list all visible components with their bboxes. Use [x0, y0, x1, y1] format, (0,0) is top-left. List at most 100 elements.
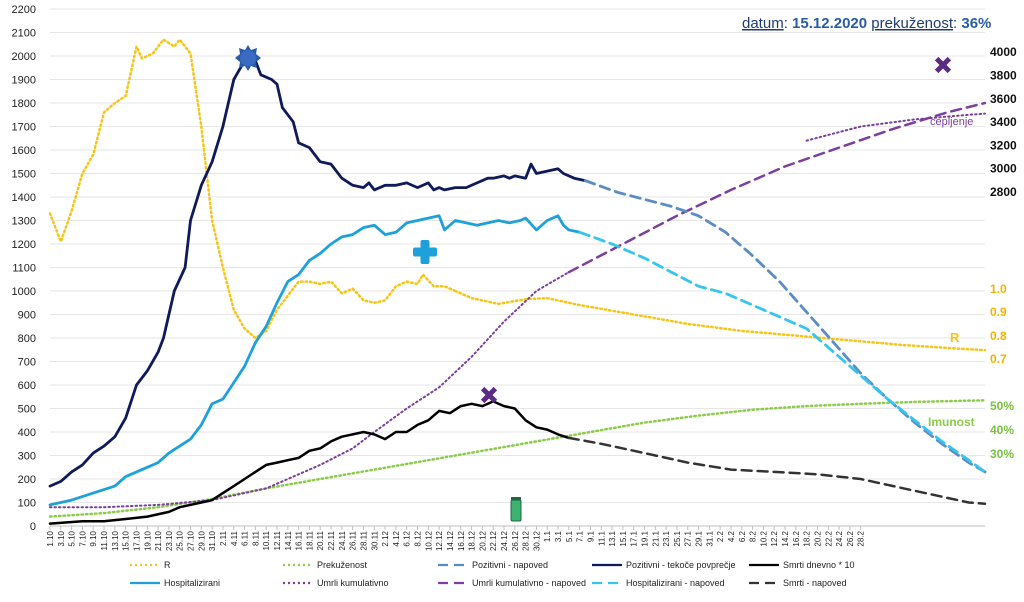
left-tick-label: 1600 — [12, 145, 36, 157]
immunity-header-value: 36% — [961, 15, 991, 32]
x-tick-label: 23.10 — [165, 530, 174, 551]
legend-label: Umrli kumulativno — [317, 578, 389, 588]
series-umrli-kumulativno-napoved — [567, 101, 987, 274]
right-tick-positive: 3000 — [990, 162, 1017, 176]
left-tick-label: 2000 — [12, 51, 36, 63]
left-tick-label: 1900 — [12, 75, 36, 87]
series-pozitivni-teko-e-povpre-je — [48, 57, 587, 488]
left-tick-label: 2200 — [12, 4, 36, 16]
x-tick-label: 30.12 — [532, 530, 541, 551]
x-tick-label: 1.10 — [46, 530, 55, 546]
x-tick-label: 7.1 — [576, 530, 585, 542]
right-tick-positive: 3400 — [990, 115, 1017, 129]
x-tick-label: 28.2 — [857, 530, 866, 546]
legend-label: Hospitalizirani - napoved — [626, 578, 725, 588]
series-umrli-kumulativno — [49, 271, 570, 509]
x-tick-label: 4.2 — [727, 530, 736, 542]
date-label: datum — [742, 15, 784, 32]
x-tick-label: 28.11 — [359, 530, 368, 550]
x-tick-label: 24.12 — [500, 530, 509, 551]
x-tick-label: 16.2 — [792, 530, 801, 546]
x-tick-label: 11.1 — [597, 530, 606, 546]
legend-label: R — [164, 560, 171, 570]
x-tick-label: 7.10 — [78, 530, 87, 546]
x-tick-label: 1.1 — [543, 530, 552, 542]
left-tick-label: 1200 — [12, 239, 36, 251]
x-tick-label: 26.11 — [349, 530, 358, 550]
series-cepljenje — [805, 112, 986, 142]
x-tick-label: 12.11 — [273, 530, 282, 550]
x-tick-label: 25.1 — [673, 530, 682, 546]
immunity-annotation: Imunost — [928, 415, 975, 429]
x-tick-label: 16.12 — [457, 530, 466, 551]
x-tick-label: 6.2 — [738, 530, 747, 542]
left-tick-label: 1300 — [12, 216, 36, 228]
x-tick-label: 24.11 — [338, 530, 347, 550]
left-tick-label: 2100 — [12, 28, 36, 40]
right-tick-r: 0.7 — [990, 352, 1007, 366]
x-tick-label: 6.11 — [241, 530, 250, 546]
x-tick-label: 28.12 — [522, 530, 531, 551]
legend-label: Pozitivni - napoved — [472, 560, 548, 570]
left-tick-label: 500 — [18, 404, 36, 416]
x-tick-label: 21.1 — [651, 530, 660, 546]
x-tick-label: 22.12 — [489, 530, 498, 551]
legend: R Prekuženost Pozitivni - napoved Pozitivni… — [130, 560, 855, 588]
right-tick-immunity: 40% — [990, 423, 1014, 437]
legend-label: Prekuženost — [317, 560, 368, 570]
x-tick-label: 9.1 — [586, 530, 595, 542]
x-tick-label: 20.2 — [813, 530, 822, 546]
right-tick-immunity: 50% — [990, 399, 1014, 413]
series-smrti-napoved — [567, 436, 987, 505]
x-tick-label: 17.1 — [630, 530, 639, 546]
virus-icon — [235, 45, 261, 71]
gridlines — [50, 8, 985, 527]
x-tick-label: 10.12 — [424, 530, 433, 551]
x-tick-label: 10.11 — [262, 530, 271, 550]
x-tick-label: 14.12 — [446, 530, 455, 551]
x-tick-label: 27.1 — [684, 530, 693, 546]
legend-label: Smrti dnevno * 10 — [783, 560, 855, 570]
right-tick-r: 1.0 — [990, 282, 1007, 296]
left-tick-label: 1400 — [12, 192, 36, 204]
death-forecast-cross-icon — [934, 56, 952, 74]
x-tick-label: 13.10 — [111, 530, 120, 551]
x-tick-label: 4.12 — [392, 530, 401, 546]
left-tick-label: 1500 — [12, 169, 36, 181]
series-r-napoved — [454, 289, 987, 352]
legend-label: Pozitivni - tekoče povprečje — [626, 560, 736, 570]
x-tick-label: 24.2 — [835, 530, 844, 546]
series-r — [48, 38, 457, 340]
x-tick-label: 18.2 — [803, 530, 812, 546]
x-tick-label: 8.2 — [749, 530, 758, 542]
x-tick-label: 3.10 — [57, 530, 66, 546]
x-tick-label: 2.2 — [716, 530, 725, 542]
x-tick-label: 6.12 — [403, 530, 412, 546]
left-tick-label: 1000 — [12, 286, 36, 298]
x-tick-label: 31.1 — [705, 530, 714, 546]
x-tick-label: 12.12 — [435, 530, 444, 551]
x-tick-label: 16.11 — [295, 530, 304, 550]
x-tick-label: 15.10 — [122, 530, 131, 551]
left-tick-label: 1800 — [12, 98, 36, 110]
left-tick-label: 100 — [18, 498, 36, 510]
x-tick-label: 13.1 — [608, 530, 617, 546]
x-tick-label: 29.1 — [695, 530, 704, 546]
x-tick-label: 26.12 — [511, 530, 520, 551]
x-tick-label: 9.10 — [89, 530, 98, 546]
x-tick-label: 31.10 — [208, 530, 217, 551]
vaccination-annotation: cepljenje — [930, 116, 973, 128]
r-annotation: R — [950, 330, 960, 345]
vaccine-icon — [510, 497, 522, 522]
left-tick-label: 0 — [30, 521, 36, 533]
x-tick-label: 18.11 — [305, 530, 314, 550]
left-tick-label: 400 — [18, 427, 36, 439]
x-tick-label: 26.2 — [846, 530, 855, 546]
series-hospitalizirani — [48, 214, 582, 507]
left-tick-label: 300 — [18, 451, 36, 463]
left-tick-label: 1700 — [12, 122, 36, 134]
right-tick-r: 0.9 — [990, 305, 1007, 319]
right-axis: 2800 3000 3200 3400 3600 3800 4000 0.7 0.8 0.9 1.0… — [990, 45, 1017, 461]
x-tick-label: 5.1 — [565, 530, 574, 542]
